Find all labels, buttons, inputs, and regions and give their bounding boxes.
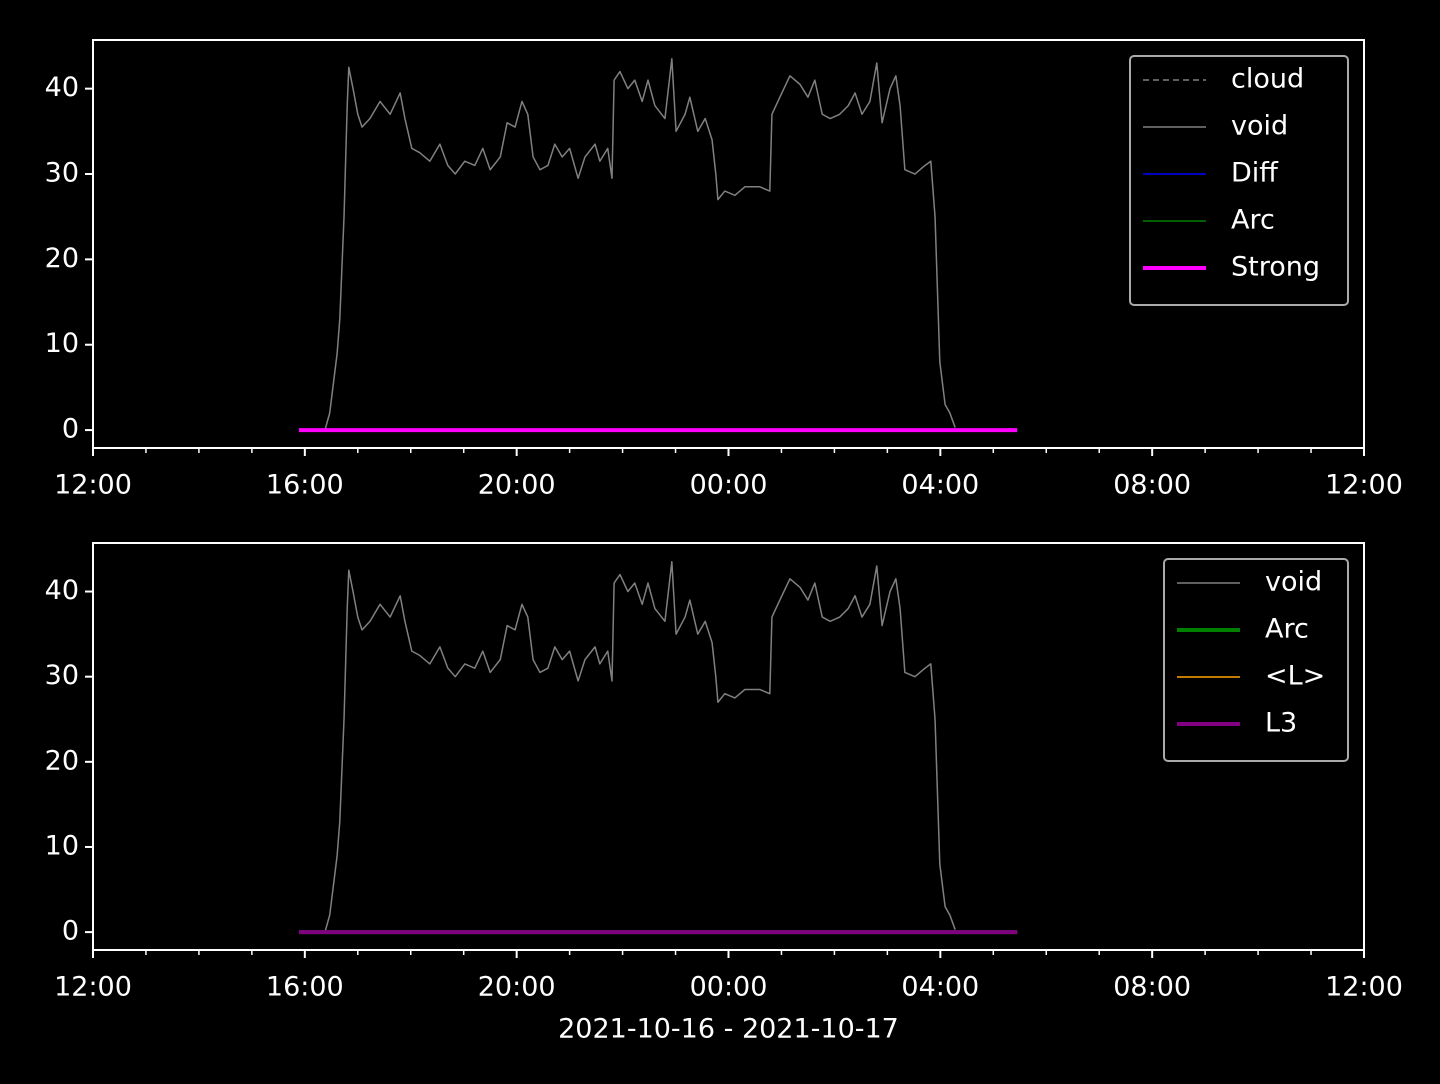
x-tick-label: 16:00 (266, 470, 344, 501)
x-tick-label: 20:00 (478, 470, 556, 501)
y-tick-label: 10 (45, 830, 79, 861)
y-tick-label: 40 (45, 575, 79, 606)
x-tick-label: 04:00 (901, 972, 979, 1003)
series-line (299, 560, 956, 933)
legend-label: <L> (1265, 661, 1325, 692)
legend-label: cloud (1231, 64, 1304, 95)
y-tick-label: 0 (62, 916, 79, 947)
y-tick-label: 0 (62, 414, 79, 445)
x-tick-label: 12:00 (1325, 972, 1403, 1003)
legend-label: Strong (1231, 252, 1320, 283)
legend-label: Diff (1231, 158, 1279, 189)
x-axis-label: 2021-10-16 - 2021-10-17 (558, 1014, 899, 1045)
legend-box (1129, 55, 1349, 306)
x-tick-label: 08:00 (1113, 470, 1191, 501)
legend-label: L3 (1265, 708, 1297, 739)
x-tick-label: 12:00 (54, 470, 132, 501)
x-tick-label: 04:00 (901, 470, 979, 501)
series-line (299, 58, 956, 431)
legend-box (1163, 558, 1349, 762)
x-tick-label: 12:00 (54, 972, 132, 1003)
y-tick-label: 30 (45, 660, 79, 691)
legend-label: void (1265, 567, 1322, 598)
x-tick-label: 08:00 (1113, 972, 1191, 1003)
x-tick-label: 20:00 (478, 972, 556, 1003)
x-tick-label: 12:00 (1325, 470, 1403, 501)
x-tick-label: 00:00 (690, 470, 768, 501)
y-tick-label: 20 (45, 243, 79, 274)
y-tick-label: 30 (45, 158, 79, 189)
x-tick-label: 00:00 (690, 972, 768, 1003)
legend-label: Arc (1265, 614, 1309, 645)
x-tick-label: 16:00 (266, 972, 344, 1003)
y-tick-label: 40 (45, 72, 79, 103)
y-tick-label: 20 (45, 745, 79, 776)
y-tick-label: 10 (45, 328, 79, 359)
legend-label: Arc (1231, 205, 1275, 236)
legend-label: void (1231, 111, 1288, 142)
